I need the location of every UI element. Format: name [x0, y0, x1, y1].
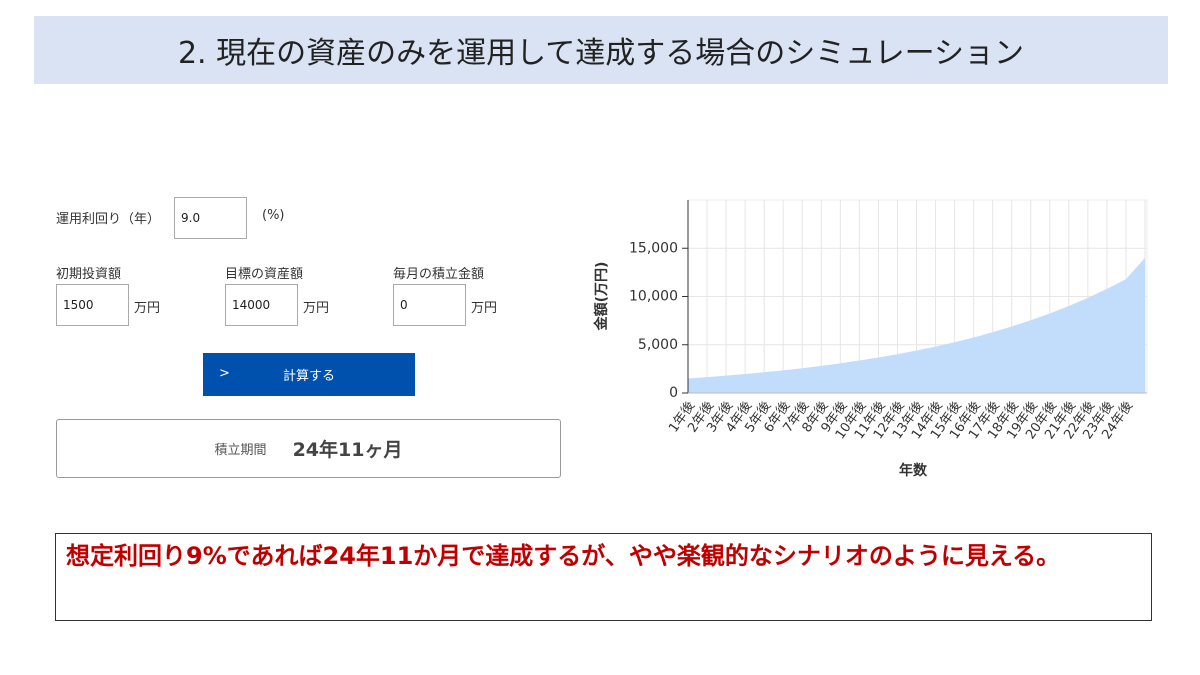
- note: 想定利回り9%であれば24年11か月で達成するが、やや楽観的なシナリオのように見…: [55, 533, 1152, 621]
- rate-label: 運用利回り（年）: [56, 212, 161, 227]
- y-tick-label: 0: [669, 385, 678, 401]
- x-axis-label: 年数: [899, 462, 928, 479]
- result-value: 24年11ヶ月: [292, 439, 403, 461]
- monthly-input[interactable]: 0: [393, 284, 466, 326]
- rate-input[interactable]: 9.0: [174, 197, 247, 239]
- target-unit: 万円: [303, 301, 330, 316]
- result-label: 積立期間: [214, 443, 267, 458]
- initial-unit: 万円: [134, 301, 161, 316]
- initial-input[interactable]: 1500: [56, 284, 129, 326]
- header-title: 2. 現在の資産のみを運用して達成する場合のシミュレーション: [34, 16, 1168, 84]
- y-tick-label: 5,000: [638, 337, 678, 353]
- y-tick-label: 10,000: [629, 289, 678, 305]
- target-label: 目標の資産額: [225, 267, 304, 282]
- button-icon: >: [219, 366, 230, 381]
- initial-label: 初期投資額: [56, 267, 122, 282]
- button-label: 計算する: [282, 369, 335, 384]
- y-axis-label: 金額(万円): [593, 262, 610, 332]
- area: [688, 257, 1145, 393]
- target-input[interactable]: 14000: [225, 284, 298, 326]
- monthly-label: 毎月の積立金額: [393, 267, 485, 282]
- chart: 年数 金額(万円) 05,00010,00015,0001年後2年後3年後4年後…: [593, 199, 1148, 479]
- result-box: 積立期間 24年11ヶ月: [56, 419, 561, 478]
- rate-unit: (%): [262, 208, 285, 223]
- y-tick-label: 15,000: [629, 240, 678, 256]
- monthly-unit: 万円: [471, 301, 498, 316]
- calc-button[interactable]: > 計算する: [203, 353, 415, 396]
